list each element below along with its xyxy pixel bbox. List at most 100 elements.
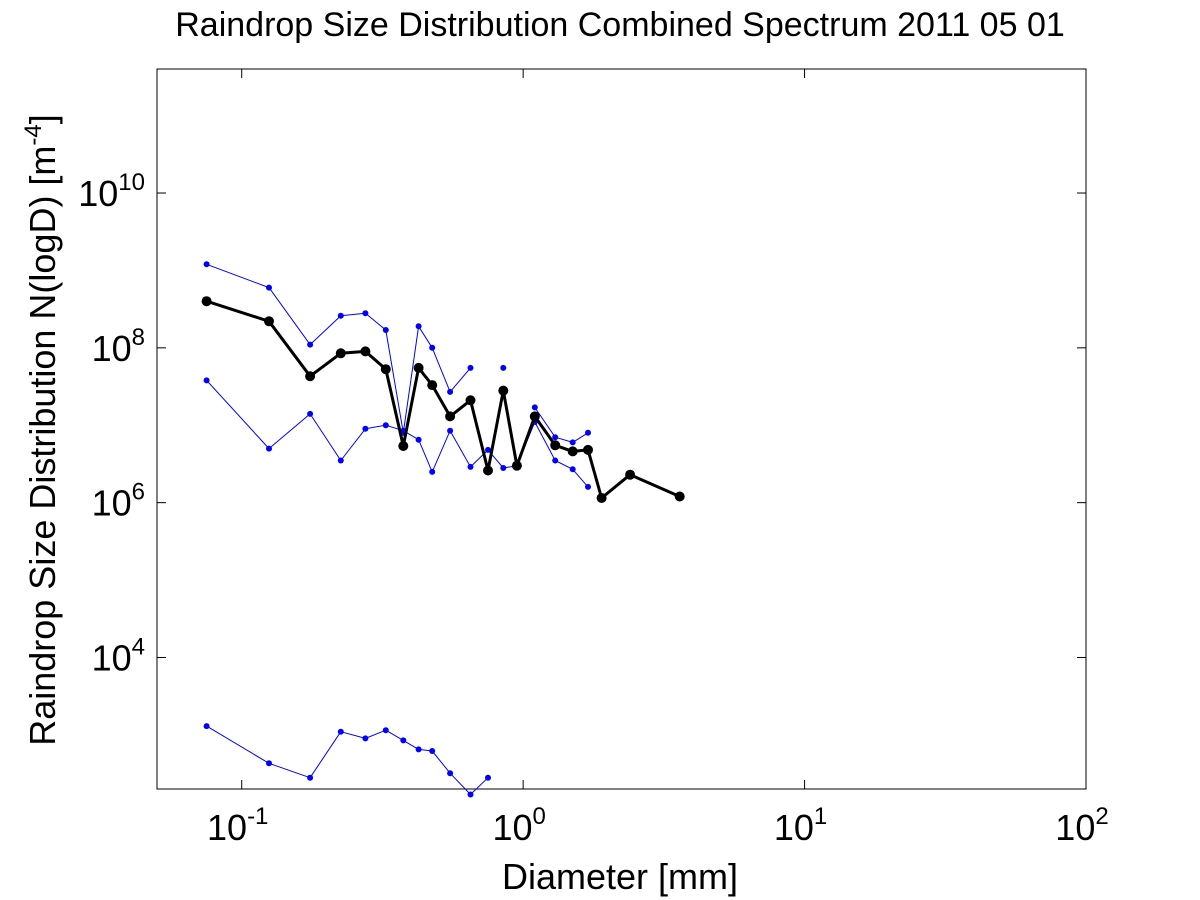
data-point <box>337 312 344 319</box>
data-point <box>445 411 456 422</box>
plot-area <box>156 68 1087 790</box>
y-tick-base: 10 <box>92 637 132 678</box>
data-point <box>400 737 407 744</box>
data-point <box>307 341 314 348</box>
y-axis-label: Raindrop Size Distribution N(logD) [m-4] <box>20 114 63 746</box>
series-line <box>206 725 489 795</box>
data-point <box>360 346 371 357</box>
x-tick-base: 10 <box>492 807 532 848</box>
x-tick-exp: 0 <box>532 803 545 830</box>
y-axis-label-main: Raindrop Size Distribution N(logD) [m <box>22 146 63 746</box>
data-point <box>305 371 316 382</box>
data-point <box>483 465 493 476</box>
x-tick-label: 102 <box>1055 803 1108 848</box>
data-point <box>307 410 314 417</box>
data-point <box>382 327 389 333</box>
data-point <box>203 377 210 384</box>
y-tick-base: 10 <box>78 173 118 214</box>
data-point <box>552 434 559 441</box>
chart-title: Raindrop Size Distribution Combined Spec… <box>175 6 1065 44</box>
data-point <box>674 491 685 502</box>
data-point <box>467 791 474 798</box>
y-tick-label: 108 <box>92 324 145 369</box>
x-axis-label: Diameter [mm] <box>502 856 738 897</box>
data-point <box>569 439 576 446</box>
data-point <box>625 469 636 480</box>
data-point <box>362 310 369 317</box>
y-axis-label-exp: -4 <box>20 124 47 145</box>
series-line <box>206 380 589 488</box>
data-point <box>398 441 409 451</box>
x-tick-label: 101 <box>774 803 827 848</box>
x-axis: 10-1 100 101 102 <box>207 69 1109 848</box>
x-tick-label: 100 <box>492 803 545 848</box>
y-tick-base: 10 <box>92 483 132 524</box>
series-line <box>206 299 681 500</box>
x-tick-label: 10-1 <box>207 803 268 848</box>
y-tick-exp: 6 <box>132 479 145 506</box>
data-point <box>585 429 591 436</box>
data-point <box>511 460 522 471</box>
data-point <box>465 395 476 406</box>
x-tick-base: 10 <box>774 807 814 848</box>
data-point <box>467 364 474 371</box>
series-3 <box>201 296 685 503</box>
data-point <box>337 457 344 464</box>
data-point <box>362 735 369 742</box>
data-point <box>266 284 272 291</box>
data-point <box>335 348 346 359</box>
data-point <box>467 463 474 470</box>
y-tick-label: 1010 <box>78 169 145 214</box>
data-point <box>201 296 212 307</box>
data-point <box>203 723 210 730</box>
series-2 <box>203 723 491 798</box>
plot-frame <box>156 68 1087 790</box>
data-point <box>415 436 422 443</box>
series-1 <box>203 377 591 490</box>
data-point <box>429 748 436 754</box>
data-point <box>266 445 272 452</box>
x-tick-base: 10 <box>1055 807 1095 848</box>
data-point <box>380 364 391 375</box>
series-layer <box>201 261 685 798</box>
y-tick-exp: 4 <box>132 633 145 660</box>
y-tick-exp: 10 <box>118 169 145 196</box>
data-point <box>427 380 438 391</box>
data-point <box>585 483 591 490</box>
data-point <box>500 364 507 371</box>
y-axis-label-close: ] <box>22 114 63 124</box>
y-tick-label: 104 <box>92 633 145 678</box>
data-point <box>382 422 389 429</box>
data-point <box>567 446 578 457</box>
data-point <box>531 404 538 411</box>
data-point <box>429 468 436 475</box>
data-point <box>266 760 272 767</box>
data-point <box>264 316 274 327</box>
data-point <box>447 427 454 434</box>
data-point <box>447 770 454 777</box>
data-point <box>382 727 389 734</box>
y-tick-label: 106 <box>92 479 145 524</box>
data-point <box>337 728 344 735</box>
data-point <box>203 261 210 268</box>
data-point <box>415 746 422 753</box>
data-point <box>583 444 593 455</box>
data-point <box>529 411 540 422</box>
x-tick-exp: 2 <box>1095 803 1108 830</box>
data-point <box>596 493 607 503</box>
data-point <box>485 774 491 781</box>
data-point <box>550 440 561 451</box>
x-tick-exp: 1 <box>814 803 827 830</box>
data-point <box>500 465 507 471</box>
data-point <box>498 385 509 396</box>
data-point <box>485 446 491 453</box>
data-point <box>569 466 576 473</box>
data-point <box>307 774 314 781</box>
data-point <box>415 323 422 330</box>
x-tick-exp: -1 <box>247 803 268 830</box>
data-point <box>429 344 436 351</box>
data-point <box>552 457 559 464</box>
series-line <box>534 407 589 443</box>
